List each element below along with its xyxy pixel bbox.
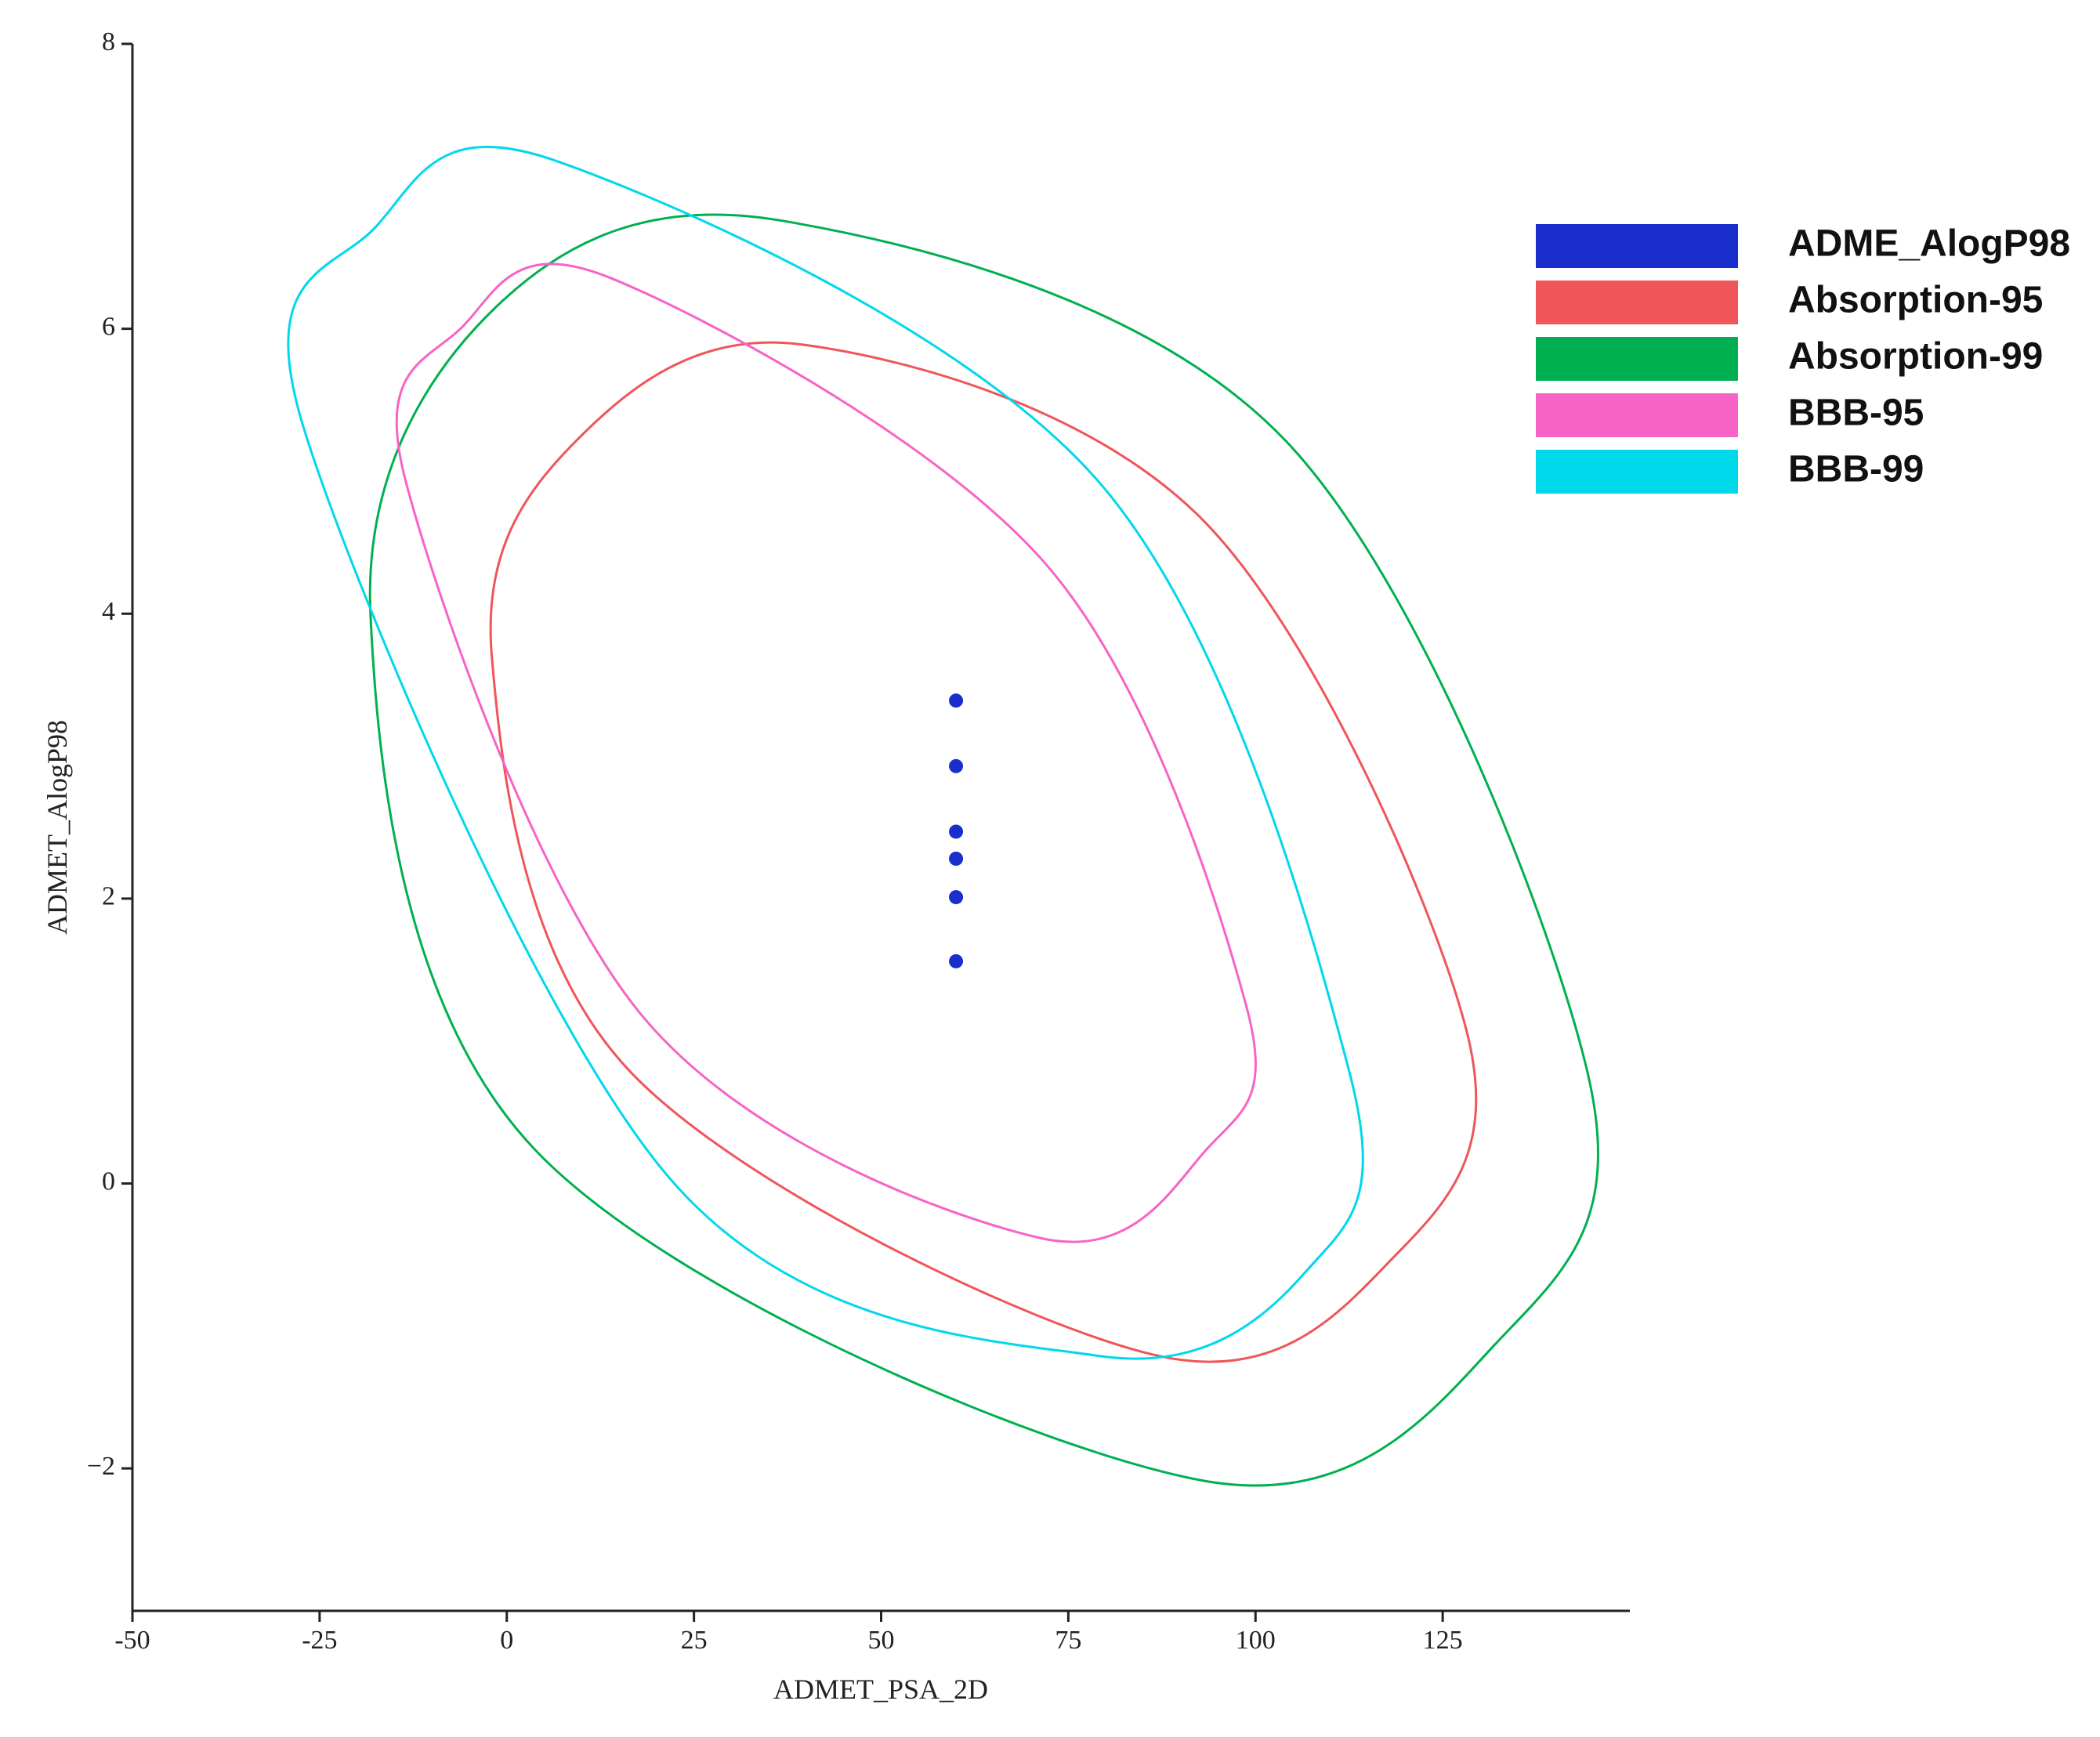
point: [949, 852, 964, 866]
legend-label: BBB-95: [1788, 393, 1924, 434]
x-tick-label: -25: [302, 1626, 337, 1655]
ellipse: [395, 262, 1257, 1243]
legend-label: Absorption-95: [1788, 280, 2043, 321]
point: [949, 890, 964, 905]
x-tick-label: 0: [500, 1626, 513, 1655]
legend-swatch: [1536, 337, 1738, 381]
point: [949, 954, 964, 968]
ellipse: [489, 341, 1478, 1363]
legend-swatch: [1536, 393, 1738, 437]
x-tick-label: 100: [1236, 1626, 1276, 1655]
legend-swatch: [1536, 224, 1738, 268]
ellipse: [287, 146, 1364, 1360]
point: [949, 693, 964, 708]
point: [949, 824, 964, 839]
legend-label: Absorption-99: [1788, 336, 2043, 378]
x-tick-label: 50: [868, 1626, 895, 1655]
x-tick-label: -50: [114, 1626, 150, 1655]
legend-swatch: [1536, 280, 1738, 324]
y-tick-label: −2: [87, 1452, 115, 1481]
y-tick-label: 8: [102, 27, 115, 56]
y-axis-title: ADMET_AlogP98: [42, 720, 73, 935]
legend-swatch: [1536, 450, 1738, 494]
ellipse: [368, 213, 1599, 1487]
x-tick-label: 25: [681, 1626, 708, 1655]
legend-label: ADME_AlogP98: [1788, 223, 2070, 265]
y-tick-label: 4: [102, 597, 115, 626]
y-tick-label: 0: [102, 1167, 115, 1196]
legend-label: BBB-99: [1788, 449, 1924, 490]
x-axis-title: ADMET_PSA_2D: [773, 1674, 988, 1705]
x-tick-label: 125: [1423, 1626, 1463, 1655]
x-tick-label: 75: [1055, 1626, 1081, 1655]
y-tick-label: 6: [102, 312, 115, 341]
y-tick-label: 2: [102, 882, 115, 911]
point: [949, 758, 964, 773]
